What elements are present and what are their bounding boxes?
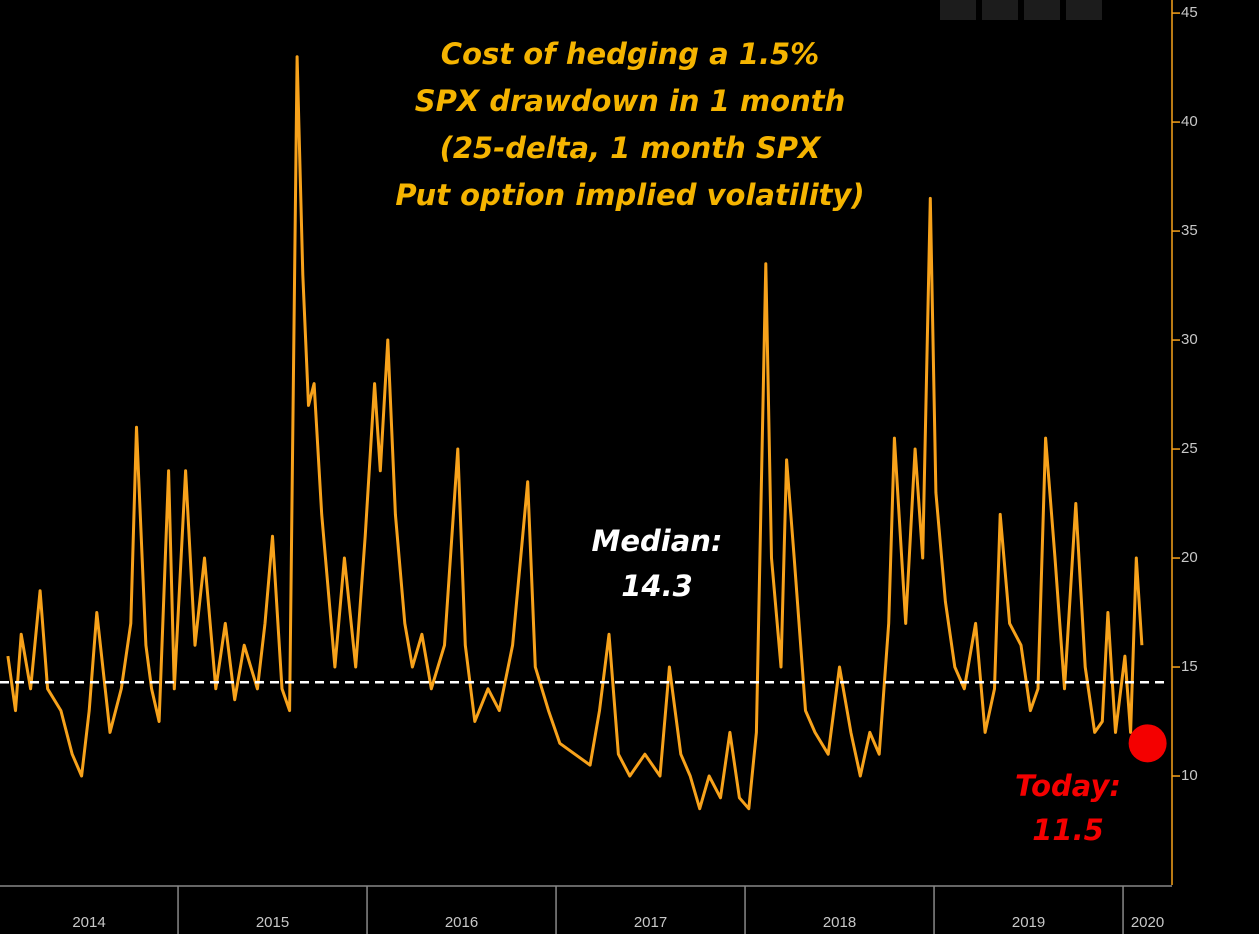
x-tick-label: 2020: [1131, 914, 1164, 931]
chart-title: Cost of hedging a 1.5%: [441, 37, 819, 71]
y-tick-label: 10: [1181, 767, 1198, 784]
today-marker: [1128, 724, 1167, 763]
chart-title: SPX drawdown in 1 month: [415, 84, 845, 118]
data-line: [6, 55, 1144, 811]
today-label: Today:: [1015, 769, 1121, 803]
x-tick-label: 2018: [823, 914, 856, 931]
tool-button[interactable]: [982, 0, 1018, 20]
x-tick-label: 2015: [256, 914, 289, 931]
x-tick-label: 2019: [1012, 914, 1045, 931]
y-tick-label: 35: [1181, 222, 1198, 239]
tool-button[interactable]: [1066, 0, 1102, 20]
x-tick-label: 2016: [445, 914, 478, 931]
x-tick-label: 2017: [634, 914, 667, 931]
y-tick-label: 25: [1181, 440, 1198, 457]
y-tick-label: 15: [1181, 658, 1198, 675]
chart-title: Put option implied volatility): [395, 178, 864, 212]
median-label: Median:: [591, 524, 722, 558]
toolbar: [940, 0, 1102, 20]
tool-button[interactable]: [1024, 0, 1060, 20]
x-tick-label: 2014: [72, 914, 105, 931]
y-tick-label: 20: [1181, 549, 1198, 566]
today-value: 11.5: [1032, 813, 1104, 847]
y-tick-label: 40: [1181, 113, 1198, 130]
chart-title: (25-delta, 1 month SPX: [440, 131, 822, 165]
y-tick-label: 45: [1181, 4, 1198, 21]
tool-button[interactable]: [940, 0, 976, 20]
y-tick-label: 30: [1181, 331, 1198, 348]
median-value: 14.3: [621, 569, 693, 603]
